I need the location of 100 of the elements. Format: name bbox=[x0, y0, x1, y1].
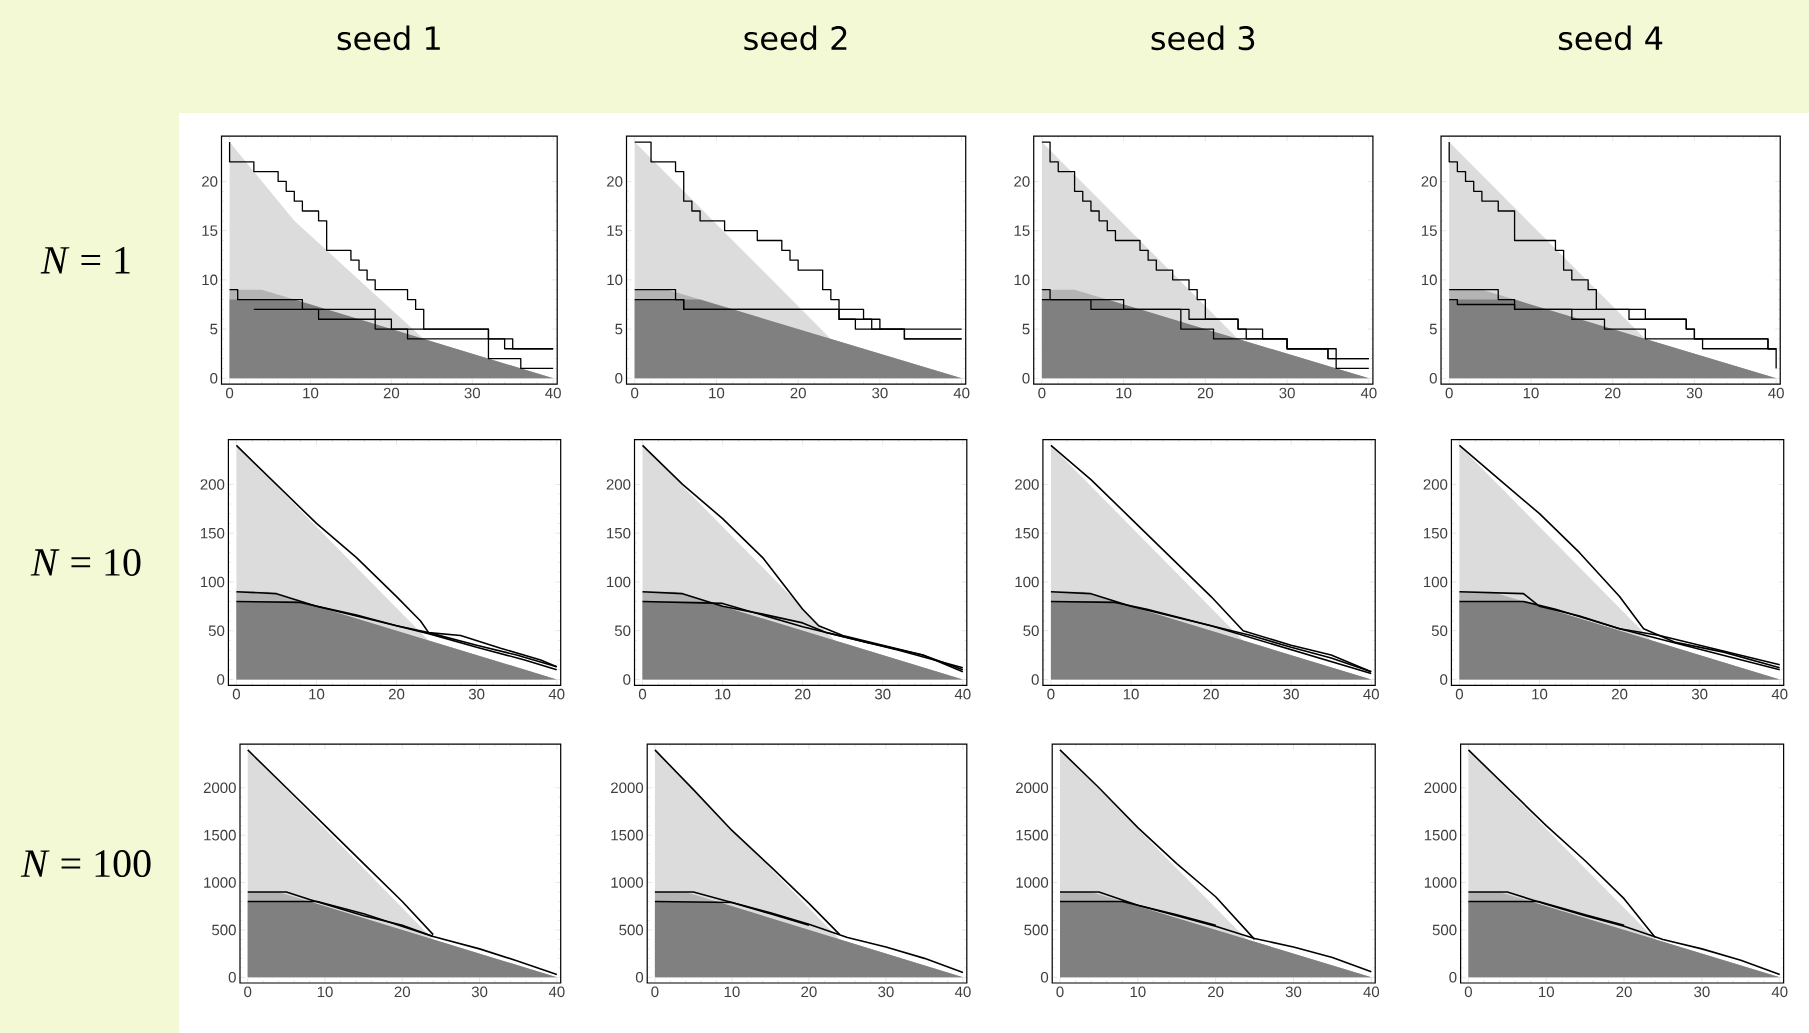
y-tick-label: 10 bbox=[1421, 274, 1437, 286]
y-tick-label: 0 bbox=[217, 674, 225, 685]
x-tick-label: 10 bbox=[1532, 688, 1548, 700]
x-tick-label: 40 bbox=[1768, 387, 1784, 399]
x-tick-label: 10 bbox=[1130, 986, 1146, 998]
y-tick-label: 0 bbox=[228, 972, 236, 983]
y-tick-label: 0 bbox=[1440, 674, 1448, 685]
x-tick-label: 20 bbox=[790, 387, 806, 399]
x-tick-label: 10 bbox=[1539, 986, 1554, 998]
y-tick-label: 20 bbox=[1421, 176, 1437, 187]
y-tick-label: 20 bbox=[202, 176, 218, 187]
y-tick-label: 0 bbox=[615, 372, 623, 384]
x-tick-label: 30 bbox=[874, 688, 891, 700]
y-tick-label: 15 bbox=[1014, 225, 1030, 236]
y-tick-label: 15 bbox=[607, 225, 623, 236]
x-tick-label: 0 bbox=[244, 986, 252, 998]
y-tick-label: 150 bbox=[607, 527, 631, 539]
y-tick-label: 20 bbox=[1014, 176, 1030, 187]
y-tick-label: 100 bbox=[607, 576, 631, 588]
x-tick-label: 30 bbox=[1694, 986, 1710, 998]
x-tick-label: 40 bbox=[1771, 986, 1788, 998]
y-tick-label: 5 bbox=[210, 323, 218, 335]
x-tick-label: 20 bbox=[1616, 986, 1632, 998]
y-tick-label: 1000 bbox=[1424, 877, 1457, 888]
y-tick-label: 150 bbox=[1424, 527, 1448, 539]
x-tick-label: 30 bbox=[471, 986, 488, 998]
x-tick-label: 20 bbox=[1203, 688, 1219, 700]
x-tick-label: 20 bbox=[1611, 688, 1628, 700]
y-tick-label: 5 bbox=[1022, 323, 1030, 335]
y-tick-label: 15 bbox=[202, 225, 218, 236]
y-tick-label: 500 bbox=[212, 924, 236, 936]
y-tick-label: 50 bbox=[208, 625, 225, 636]
y-tick-label: 10 bbox=[1014, 274, 1030, 286]
y-tick-label: 500 bbox=[619, 924, 644, 936]
y-axis-title: N = 1 bbox=[40, 247, 130, 274]
y-tick-label: 2000 bbox=[1016, 782, 1049, 794]
x-tick-label: 40 bbox=[545, 387, 561, 399]
y-tick-label: 100 bbox=[1424, 576, 1448, 588]
x-tick-label: 40 bbox=[954, 688, 971, 700]
y-axis-title: N = 10 bbox=[30, 548, 141, 576]
y-tick-label: 0 bbox=[1429, 372, 1437, 384]
y-tick-label: 100 bbox=[200, 576, 225, 588]
y-tick-label: 1500 bbox=[204, 829, 236, 841]
x-tick-label: 30 bbox=[464, 387, 481, 399]
x-tick-label: 30 bbox=[1285, 986, 1302, 998]
x-tick-label: 20 bbox=[388, 688, 405, 700]
x-tick-label: 20 bbox=[1605, 387, 1621, 399]
y-tick-label: 200 bbox=[200, 479, 225, 490]
y-tick-label: 10 bbox=[607, 274, 623, 286]
chart-title: seed 4 bbox=[1558, 25, 1663, 51]
y-tick-label: 150 bbox=[1015, 527, 1039, 539]
y-tick-label: 5 bbox=[1429, 323, 1437, 335]
y-tick-label: 150 bbox=[200, 527, 225, 539]
x-tick-label: 40 bbox=[953, 387, 970, 399]
x-tick-label: 30 bbox=[468, 688, 485, 700]
y-tick-label: 1000 bbox=[611, 877, 644, 888]
x-tick-label: 10 bbox=[1523, 387, 1539, 399]
x-tick-label: 40 bbox=[1360, 387, 1377, 399]
x-tick-label: 0 bbox=[1056, 986, 1064, 998]
x-tick-label: 40 bbox=[1771, 688, 1788, 700]
x-tick-label: 30 bbox=[872, 387, 888, 399]
y-tick-label: 50 bbox=[614, 625, 631, 636]
x-tick-label: 20 bbox=[1197, 387, 1214, 399]
y-tick-label: 0 bbox=[1040, 972, 1049, 983]
x-tick-label: 40 bbox=[954, 986, 971, 998]
x-tick-label: 10 bbox=[303, 387, 319, 399]
chart-title: seed 1 bbox=[337, 25, 440, 51]
y-tick-label: 0 bbox=[210, 372, 218, 384]
chart-title: seed 2 bbox=[744, 25, 847, 51]
y-tick-label: 0 bbox=[1449, 972, 1457, 983]
x-tick-label: 40 bbox=[1363, 986, 1380, 998]
x-tick-label: 10 bbox=[317, 986, 333, 998]
y-tick-label: 2000 bbox=[611, 782, 644, 794]
y-tick-label: 500 bbox=[1432, 924, 1457, 936]
x-tick-label: 20 bbox=[795, 688, 811, 700]
x-tick-label: 40 bbox=[548, 688, 565, 700]
y-tick-label: 5 bbox=[615, 323, 623, 335]
y-tick-label: 1000 bbox=[204, 877, 236, 888]
y-tick-label: 10 bbox=[202, 274, 218, 286]
x-tick-label: 10 bbox=[1116, 387, 1132, 399]
x-tick-label: 40 bbox=[548, 986, 565, 998]
x-tick-label: 20 bbox=[394, 986, 411, 998]
y-tick-label: 2000 bbox=[1424, 782, 1457, 794]
x-tick-label: 10 bbox=[1123, 688, 1139, 700]
y-tick-label: 0 bbox=[635, 972, 644, 983]
y-tick-label: 20 bbox=[607, 176, 623, 187]
x-tick-label: 10 bbox=[709, 387, 725, 399]
x-tick-label: 30 bbox=[878, 986, 894, 998]
x-tick-label: 30 bbox=[1279, 387, 1295, 399]
y-tick-label: 1000 bbox=[1016, 877, 1049, 888]
x-tick-label: 10 bbox=[715, 688, 731, 700]
y-tick-label: 1500 bbox=[1424, 829, 1457, 841]
x-tick-label: 30 bbox=[1686, 387, 1703, 399]
x-tick-label: 0 bbox=[651, 986, 659, 998]
y-tick-label: 200 bbox=[606, 479, 631, 490]
y-tick-label: 2000 bbox=[203, 782, 236, 794]
chart-title: seed 3 bbox=[1151, 25, 1255, 51]
y-tick-label: 15 bbox=[1421, 225, 1437, 236]
y-tick-label: 1500 bbox=[611, 829, 644, 841]
y-tick-label: 200 bbox=[1015, 479, 1039, 490]
